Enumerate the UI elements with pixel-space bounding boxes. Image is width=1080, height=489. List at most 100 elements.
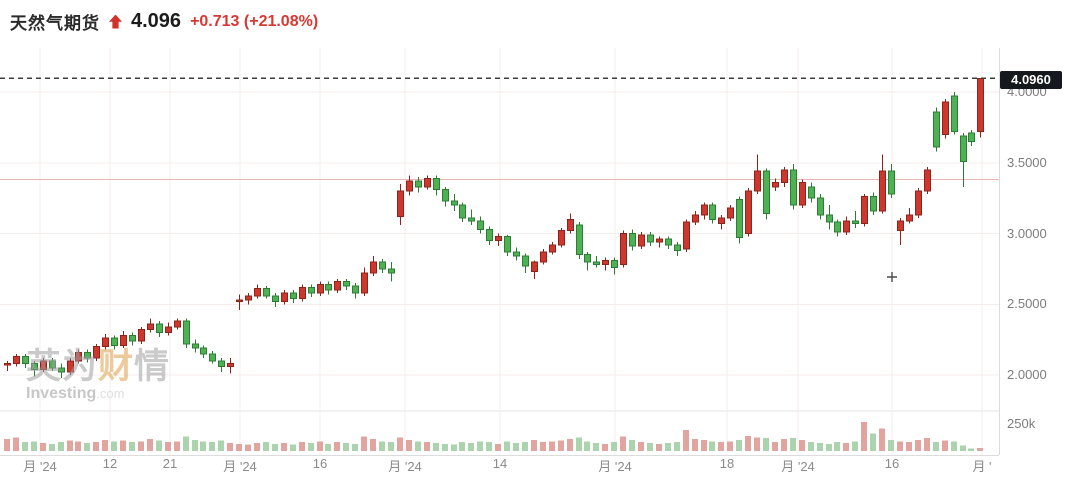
candle-body [183,320,190,345]
volume-bar [960,445,966,451]
candle-body [960,135,967,162]
candle-body [75,351,82,362]
volume-bar [165,442,171,451]
candle-body [576,224,583,256]
last-price: 4.096 [131,10,182,32]
volume-bar [263,442,269,451]
volume-bar [67,440,73,451]
candle-body [736,199,743,239]
volume-bar [620,436,626,451]
volume-bar [459,442,465,451]
candle-body [549,244,556,253]
volume-bar [93,442,99,451]
volume-bar [120,440,126,451]
candle-body [754,170,761,192]
volume-bar [745,435,751,451]
volume-bar [4,439,10,451]
candle-body [977,77,984,133]
price-change: +0.713 (+21.08%) [190,12,319,30]
volume-bar [147,439,153,451]
volume-bar [504,441,510,451]
price-up-arrow-icon [109,14,122,29]
volume-bar [701,439,707,451]
candle-body [763,170,770,215]
volume-bar [602,443,608,451]
volume-bar [951,441,957,451]
volume-bar [736,439,742,451]
volume-bar [638,442,644,451]
volume-bar [683,430,689,451]
candle-body [897,220,904,232]
volume-bar [325,443,331,451]
volume-bar [968,448,974,451]
candle-body [379,261,386,270]
candle-body [727,207,734,219]
instrument-title: 天然气期货 [10,14,100,33]
candle-body [593,261,600,266]
candle-body [942,101,949,135]
volume-bar [522,442,528,451]
volume-bar [218,440,224,451]
candle-body [915,190,922,216]
volume-axis-label: 250k [1007,416,1036,431]
candle-body [486,228,493,242]
volume-bar [415,441,421,451]
volume-bar [576,437,582,451]
candle-body [933,111,940,148]
volume-bar [834,442,840,451]
volume-bar [906,442,912,451]
volume-bar [174,441,180,451]
volume-bar [352,443,358,451]
volume-bar [236,443,242,451]
candle-body [343,281,350,287]
candle-body [156,323,163,334]
volume-bar [334,442,340,451]
candle-body [299,286,306,300]
candle-body [165,326,172,334]
volume-bar [754,437,760,451]
volume-bar [799,439,805,451]
candle-body [290,292,297,300]
volume-bar [442,443,448,451]
candle-body [540,251,547,263]
volume-bar [942,440,948,451]
candle-body [558,230,565,246]
volume-bar [192,439,198,451]
candle-body [388,268,395,274]
candle-body [22,356,29,365]
volume-bar [656,443,662,451]
volume-bar [451,444,457,451]
time-axis-label: 月 '24 [23,459,57,474]
candle-body [638,234,645,247]
volume-bar [513,443,519,451]
volume-bar [254,443,260,451]
candle-body [495,235,502,242]
candle-body [826,214,833,223]
time-axis-label: 月 ' [972,459,992,474]
time-axis-label: 月 '24 [388,459,422,474]
candle-body [433,177,440,191]
volume-bar [888,439,894,451]
volume-bar [49,443,55,451]
volume-bar [58,442,64,451]
candle-body [629,233,636,247]
candle-body [611,259,618,268]
candle-body [834,221,841,233]
candle-body [67,360,74,373]
volume-bar [138,441,144,451]
candle-body [879,170,886,212]
candle-body [352,285,359,294]
volume-bar [317,441,323,451]
volume-bar [40,443,46,451]
volume-bar [763,438,769,451]
volume-bar [397,437,403,451]
candle-body [424,177,431,188]
candle-body [531,261,538,273]
volume-bar [272,443,278,451]
candle-body [93,346,100,359]
candle-body [31,363,38,370]
volume-bar [647,443,653,451]
